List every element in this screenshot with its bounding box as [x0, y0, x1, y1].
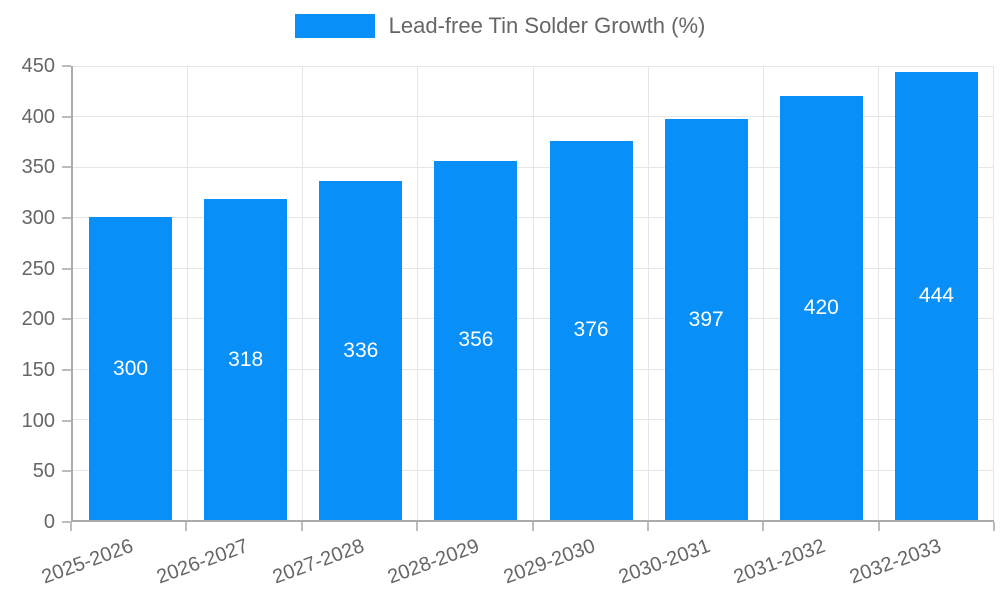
- x-tick-mark: [531, 522, 534, 531]
- x-gridline: [993, 66, 994, 520]
- bar-value-label: 444: [918, 284, 954, 308]
- y-gridline: [73, 267, 994, 269]
- y-tick-label: 100: [21, 409, 55, 432]
- legend-swatch: [294, 14, 375, 38]
- x-axis-label: 2030-2031: [615, 535, 714, 589]
- y-tick-label: 450: [21, 55, 55, 77]
- y-tick-label: 200: [21, 308, 55, 331]
- x-gridline: [417, 66, 419, 520]
- y-gridline: [73, 318, 994, 320]
- bar-value-label: 376: [573, 318, 609, 342]
- legend[interactable]: Lead-free Tin Solder Growth (%): [0, 13, 1000, 39]
- bar-value-label: 336: [343, 338, 379, 362]
- y-tick-label: 300: [21, 207, 55, 230]
- y-axis: 0 50 100 150 200 250 300 350 400 450: [0, 56, 71, 532]
- y-gridline: [73, 419, 994, 421]
- y-tick-mark: [62, 166, 71, 169]
- y-tick-mark: [62, 521, 71, 523]
- x-axis: 2025-2026 2026-2027 2027-2028 2028-2029 2029…: [39, 522, 995, 600]
- x-axis-label: 2029-2030: [500, 535, 598, 589]
- x-tick-mark: [762, 522, 765, 531]
- bar-column: 318: [188, 66, 303, 520]
- y-gridline: [73, 166, 994, 168]
- y-tick-label: 0: [43, 511, 55, 533]
- bar-column: 356: [418, 66, 533, 520]
- x-gridline: [532, 66, 534, 520]
- x-tick-mark: [185, 522, 188, 531]
- x-axis-label: 2032-2033: [846, 535, 944, 589]
- bar-value-label: 300: [113, 356, 149, 380]
- y-tick-mark: [62, 318, 71, 321]
- y-tick-mark: [62, 267, 71, 270]
- x-gridline: [762, 66, 764, 520]
- bar-column: 420: [764, 66, 879, 520]
- y-tick-mark: [62, 115, 71, 118]
- x-tick-mark: [993, 522, 995, 531]
- y-tick-label: 400: [21, 105, 55, 128]
- bar-column: 300: [73, 66, 188, 520]
- x-axis-label: 2026-2027: [154, 535, 252, 589]
- y-gridline: [73, 116, 994, 118]
- y-gridline: [73, 368, 994, 370]
- x-tick-mark: [70, 522, 72, 531]
- y-tick-mark: [62, 419, 71, 422]
- legend-label: Lead-free Tin Solder Growth (%): [388, 13, 706, 38]
- bar[interactable]: 356: [434, 160, 518, 520]
- bar-value-label: 397: [688, 307, 724, 331]
- x-gridline: [302, 66, 304, 520]
- bar[interactable]: 318: [204, 199, 288, 520]
- bar[interactable]: 397: [664, 119, 748, 520]
- x-axis-label: 2031-2032: [731, 535, 829, 589]
- y-gridline: [73, 469, 994, 471]
- y-tick-label: 350: [21, 156, 55, 179]
- bar-value-label: 356: [458, 328, 494, 352]
- bar-column: 336: [303, 66, 418, 520]
- x-tick-mark: [877, 522, 880, 531]
- x-tick-mark: [646, 522, 649, 531]
- x-tick-mark: [416, 522, 419, 531]
- x-gridline: [187, 66, 189, 520]
- y-tick-mark: [62, 369, 71, 372]
- bar-column: 397: [649, 66, 764, 520]
- y-gridline: [73, 217, 994, 219]
- bar[interactable]: 336: [319, 181, 403, 520]
- y-tick-label: 250: [21, 257, 55, 280]
- x-tick-mark: [300, 522, 303, 531]
- bar-column: 376: [534, 66, 649, 520]
- bar[interactable]: 444: [894, 72, 978, 520]
- bar[interactable]: 300: [89, 217, 173, 520]
- x-axis-label: 2025-2026: [38, 535, 137, 589]
- plot-area: 300 318 336 356 376 397 420 444: [71, 66, 994, 522]
- y-tick-label: 150: [21, 359, 55, 382]
- bar[interactable]: 420: [779, 96, 863, 520]
- y-gridline: [73, 66, 994, 67]
- x-axis-label: 2028-2029: [384, 535, 483, 589]
- y-tick-mark: [62, 217, 71, 220]
- y-tick-mark: [62, 470, 71, 473]
- y-tick-label: 50: [32, 460, 55, 483]
- x-gridline: [877, 66, 879, 520]
- x-gridline: [647, 66, 649, 520]
- bar-column: 444: [879, 66, 994, 520]
- bar-value-label: 318: [228, 347, 264, 371]
- bar-value-label: 420: [803, 296, 839, 320]
- x-axis-label: 2027-2028: [269, 535, 367, 589]
- bar[interactable]: 376: [549, 140, 633, 520]
- y-tick-mark: [62, 65, 71, 67]
